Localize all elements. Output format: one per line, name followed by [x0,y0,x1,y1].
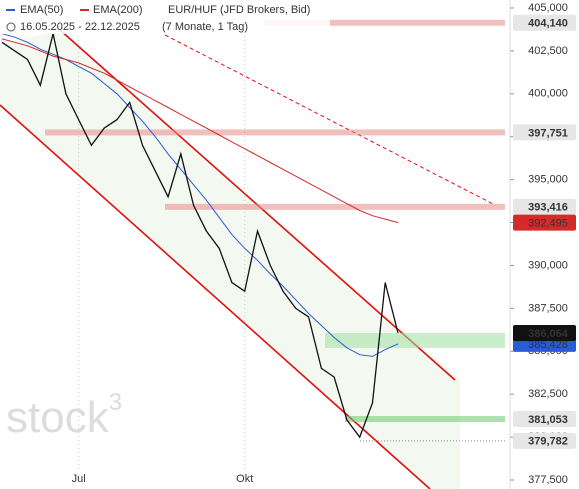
price-box [513,124,576,141]
y-tick-label: 387,500 [528,302,568,314]
level-band [345,416,505,423]
y-tick-label: 400,000 [528,88,568,100]
watermark-sup: 3 [109,389,122,416]
legend: EMA(50) EMA(200) EUR/HUF (JFD Brokers, B… [0,0,330,34]
channel-fill [0,30,460,489]
ema-line [1,38,399,224]
instrument: EUR/HUF (JFD Brokers, Bid) [168,4,310,16]
legend-bg [0,0,330,34]
price-box-label: 385,428 [528,339,568,351]
level-band [165,203,505,210]
y-tick-label: 382,500 [528,388,568,400]
legend-swatch [80,9,89,11]
price-box [513,411,576,428]
price-box [513,214,576,231]
y-tick-label: 390,000 [528,259,568,271]
price-box-label: 392,495 [528,218,568,230]
watermark-text: stock [6,393,110,442]
ema-line [1,33,399,357]
legend-swatch [6,9,15,11]
price-box [513,14,576,31]
channel-lower [0,104,431,489]
price-box-label: 397,751 [528,127,568,139]
x-tick-label: Jul [72,473,86,485]
zone [325,333,505,348]
level-band [265,19,505,26]
price-box-label: 393,416 [528,202,568,214]
price-box-label: 386,064 [528,328,569,340]
x-tick-label: Okt [236,473,253,485]
watermark: stock3 [6,389,122,441]
clock-icon [6,22,16,32]
level-band [45,129,505,136]
price-box [513,198,576,215]
price-box-label: 379,782 [528,436,568,448]
y-tick-label: 395,000 [528,174,568,186]
y-tick-label: 405,000 [528,2,568,14]
y-tick-label: 402,500 [528,45,568,57]
trend-dashed [164,34,496,206]
legend-label: EMA(50) [20,4,63,16]
price-box [513,325,576,342]
legend-label: EMA(200) [93,4,143,16]
period: (7 Monate, 1 Tag) [162,21,248,33]
y-tick-label: 377,500 [528,474,568,486]
date-range: 16.05.2025 - 22.12.2025 [20,21,140,33]
price-box-label: 381,053 [528,414,568,426]
price-line [1,33,399,439]
price-box [513,432,576,449]
price-box-label: 404,140 [528,18,568,30]
